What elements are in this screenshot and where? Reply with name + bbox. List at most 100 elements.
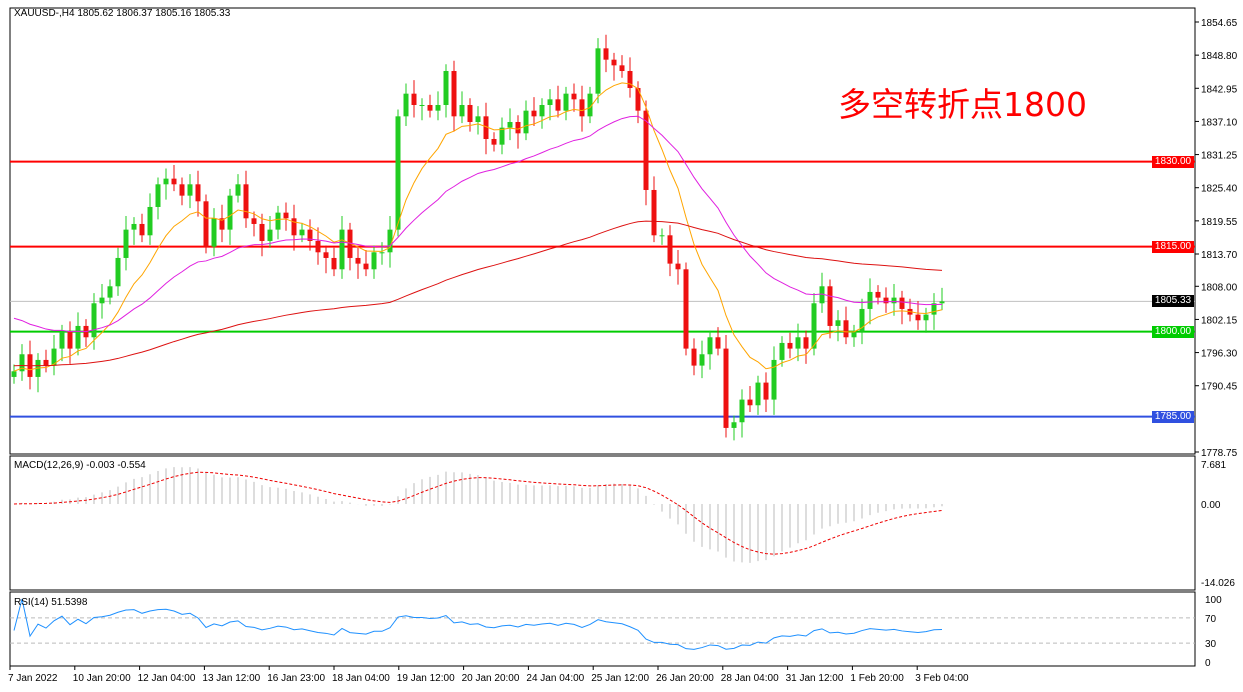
candle-body xyxy=(587,93,593,117)
candle-body xyxy=(219,218,225,230)
candle-body xyxy=(739,399,745,423)
candle-body xyxy=(883,297,889,304)
candle-body xyxy=(923,314,929,321)
time-label: 10 Jan 20:00 xyxy=(73,673,131,684)
candle-body xyxy=(155,184,161,207)
candle-body xyxy=(483,116,489,139)
price-tick-label: 1825.40 xyxy=(1201,184,1238,195)
rsi-axis-label: 0 xyxy=(1205,658,1211,669)
price-tick-label: 1796.30 xyxy=(1201,349,1238,360)
symbol-info: XAUUSD-,H4 1805.62 1806.37 1805.16 1805.… xyxy=(14,8,231,19)
level-tag: 1800.00 xyxy=(1152,325,1194,338)
time-label: 1 Feb 20:00 xyxy=(850,673,904,684)
candle-body xyxy=(795,337,801,349)
candle-body xyxy=(451,71,457,117)
level-tag: 1830.00 xyxy=(1152,155,1194,168)
time-label: 25 Jan 12:00 xyxy=(591,673,649,684)
candle-body xyxy=(179,184,185,196)
candle-body xyxy=(387,229,393,253)
candle-body xyxy=(43,359,49,366)
candle-body xyxy=(259,223,265,241)
time-label: 19 Jan 12:00 xyxy=(397,673,455,684)
candle-body xyxy=(627,71,633,89)
candle-body xyxy=(91,303,97,338)
price-tick-label: 1808.00 xyxy=(1201,282,1238,293)
main-pane xyxy=(9,7,1196,455)
price-tick-label: 1854.65 xyxy=(1201,18,1238,29)
candle-body xyxy=(619,65,625,72)
candle-body xyxy=(371,252,377,270)
candle-body xyxy=(363,263,369,270)
current-price-tag: 1805.33 xyxy=(1152,295,1194,308)
macd-axis-label: -14.026 xyxy=(1201,578,1235,589)
candle-body xyxy=(123,229,129,258)
candle-body xyxy=(539,104,545,117)
price-tick-label: 1848.80 xyxy=(1201,51,1238,62)
candle-body xyxy=(803,337,809,349)
candle-body xyxy=(59,331,65,349)
rsi-axis-label: 100 xyxy=(1205,595,1222,606)
candle-body xyxy=(499,127,505,145)
candle-body xyxy=(299,229,305,236)
candle-body xyxy=(787,342,793,349)
macd-signal-line xyxy=(13,471,943,555)
price-tick-label: 1819.55 xyxy=(1201,217,1238,228)
candle-body xyxy=(851,331,857,338)
candle-body xyxy=(267,229,273,241)
price-tick-label: 1778.75 xyxy=(1201,448,1238,459)
candle-body xyxy=(555,99,561,111)
candle-body xyxy=(931,303,937,315)
time-label: 3 Feb 04:00 xyxy=(915,673,969,684)
candle-body xyxy=(707,337,713,355)
time-label: 13 Jan 12:00 xyxy=(202,673,260,684)
candle-body xyxy=(715,337,721,349)
candle-body xyxy=(427,104,433,111)
candle-body xyxy=(275,212,281,230)
candle-body xyxy=(235,184,241,196)
candle-body xyxy=(51,348,57,366)
candle-body xyxy=(355,257,361,264)
candle-body xyxy=(411,93,417,105)
macd-pane xyxy=(9,455,1196,591)
candle-body xyxy=(107,286,113,298)
candle-body xyxy=(467,104,473,122)
candle-body xyxy=(11,371,17,377)
time-label: 28 Jan 04:00 xyxy=(721,673,779,684)
candle-body xyxy=(227,195,233,230)
candle-body xyxy=(771,359,777,400)
price-tick-label: 1831.25 xyxy=(1201,151,1238,162)
candle-body xyxy=(99,297,105,304)
candle-body xyxy=(843,320,849,338)
annotation-text: 多空转折点1800 xyxy=(838,85,1087,124)
rsi-label: RSI(14) 51.5398 xyxy=(14,597,88,608)
time-label: 26 Jan 20:00 xyxy=(656,673,714,684)
candle-body xyxy=(603,48,609,60)
macd-axis-label: 0.00 xyxy=(1201,500,1221,511)
macd-axis-label: 7.681 xyxy=(1201,460,1226,471)
candle-body xyxy=(163,178,169,185)
candle-body xyxy=(283,212,289,219)
candle-body xyxy=(331,257,337,270)
price-tick-label: 1842.95 xyxy=(1201,84,1238,95)
candle-body xyxy=(755,382,761,406)
candle-body xyxy=(115,257,121,287)
candle-body xyxy=(699,354,705,366)
candle-body xyxy=(683,269,689,349)
candle-body xyxy=(339,229,345,270)
candle-body xyxy=(899,297,905,309)
candle-body xyxy=(747,399,753,406)
rsi-axis-label: 70 xyxy=(1205,614,1217,625)
candle-body xyxy=(547,99,553,105)
candle-body xyxy=(835,320,841,326)
candle-body xyxy=(515,121,521,134)
candle-body xyxy=(379,252,385,254)
candle-body xyxy=(915,314,921,321)
candle-body xyxy=(195,184,201,202)
time-label: 16 Jan 23:00 xyxy=(267,673,325,684)
candle-body xyxy=(171,178,177,185)
candle-body xyxy=(315,240,321,253)
candle-body xyxy=(139,223,145,236)
candle-body xyxy=(19,354,25,372)
candle-body xyxy=(435,104,441,111)
